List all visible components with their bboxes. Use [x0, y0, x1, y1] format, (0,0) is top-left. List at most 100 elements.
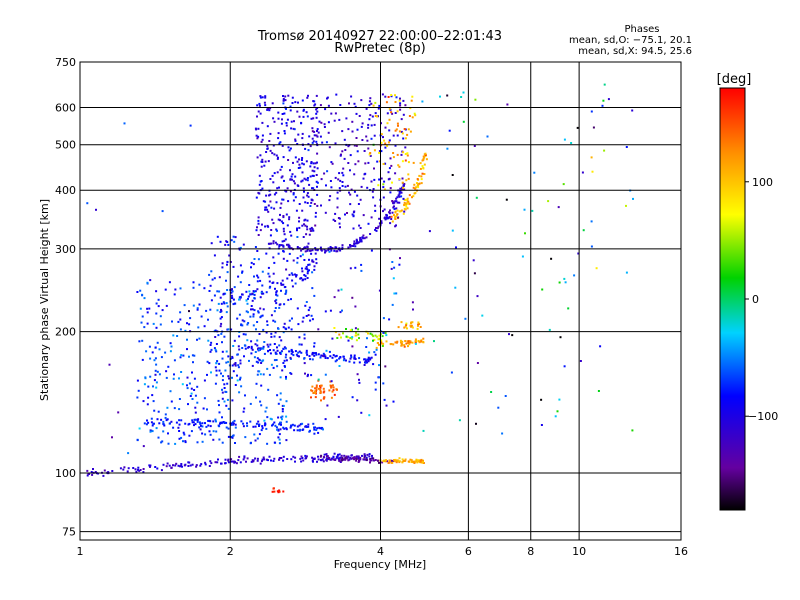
echo-point [259, 279, 262, 282]
echo-point [304, 224, 307, 227]
echo-point [277, 436, 280, 439]
echo-point [334, 246, 337, 249]
echo-point [254, 127, 257, 130]
echo-point [377, 107, 380, 110]
echo-point [261, 284, 264, 287]
echo-point [281, 369, 284, 372]
echo-point [357, 241, 360, 244]
echo-point [345, 456, 348, 459]
echo-point [290, 328, 293, 331]
echo-point [353, 102, 356, 105]
echo-point [304, 246, 307, 249]
echo-point [263, 341, 266, 343]
echo-point [231, 460, 234, 463]
echo-point [400, 153, 403, 156]
echo-point [370, 102, 373, 105]
echo-point [153, 422, 155, 425]
echo-point [329, 180, 332, 182]
echo-point [269, 149, 272, 152]
echo-point [336, 191, 339, 194]
echo-point [227, 461, 230, 464]
echo-point [321, 458, 324, 461]
echo-point [231, 423, 234, 426]
echo-point [299, 255, 302, 258]
echo-point [446, 147, 449, 150]
echo-point [251, 292, 254, 295]
echo-point [307, 263, 310, 266]
echo-point [324, 357, 327, 359]
echo-point [472, 259, 475, 262]
echo-point [322, 391, 325, 394]
echo-point [226, 305, 229, 308]
echo-point [386, 214, 388, 217]
echo-point [316, 110, 319, 113]
echo-point [523, 208, 526, 211]
echo-point [602, 99, 605, 102]
echo-point [370, 137, 373, 140]
echo-point [403, 210, 406, 213]
echo-point [279, 141, 282, 144]
echo-point [313, 203, 316, 205]
echo-point [382, 382, 385, 385]
echo-point [328, 199, 331, 202]
echo-point [313, 130, 316, 133]
echo-point [389, 191, 392, 194]
echo-point [323, 248, 326, 251]
echo-point [108, 363, 111, 366]
echo-point [273, 153, 276, 156]
echo-point [603, 83, 606, 86]
echo-point [250, 261, 253, 264]
echo-point [354, 305, 357, 308]
echo-point [171, 320, 173, 323]
echo-point [382, 331, 385, 334]
echo-point [412, 308, 414, 311]
echo-point [511, 334, 514, 337]
echo-point [160, 469, 163, 472]
echo-point [262, 345, 265, 348]
echo-point [322, 397, 325, 400]
echo-point [398, 195, 401, 198]
echo-point [372, 196, 375, 199]
echo-point [305, 351, 308, 354]
echo-point [254, 290, 257, 293]
echo-point [291, 351, 294, 354]
echo-point [221, 441, 224, 444]
echo-point [311, 199, 314, 202]
echo-point [268, 194, 270, 197]
echo-point [276, 365, 279, 368]
echo-point [196, 308, 199, 311]
echo-point [287, 243, 290, 246]
echo-point [317, 431, 320, 434]
echo-point [188, 461, 191, 464]
echo-point [319, 104, 322, 107]
echo-point [324, 310, 327, 313]
echo-point [366, 361, 369, 364]
echo-point [384, 126, 387, 129]
echo-point [294, 138, 297, 141]
echo-point [310, 201, 313, 204]
echo-point [145, 350, 148, 353]
echo-point [127, 467, 130, 470]
echo-point [179, 356, 182, 359]
echo-point [423, 173, 426, 175]
echo-point [505, 198, 508, 201]
echo-point [265, 291, 268, 294]
echo-point [390, 459, 393, 462]
echo-point [591, 170, 594, 173]
echo-point [278, 433, 281, 436]
echo-point [161, 440, 164, 443]
echo-point [281, 408, 284, 410]
echo-point [302, 459, 305, 462]
echo-point [381, 345, 384, 347]
echo-point [214, 329, 217, 332]
echo-point [329, 380, 332, 383]
echo-point [327, 131, 330, 134]
echo-point [398, 210, 401, 213]
echo-point [198, 337, 201, 340]
echo-point [140, 321, 143, 324]
echo-point [282, 283, 285, 286]
echo-point [191, 419, 194, 422]
echo-point [265, 252, 268, 255]
echo-point [179, 287, 182, 290]
echo-point [412, 461, 415, 464]
